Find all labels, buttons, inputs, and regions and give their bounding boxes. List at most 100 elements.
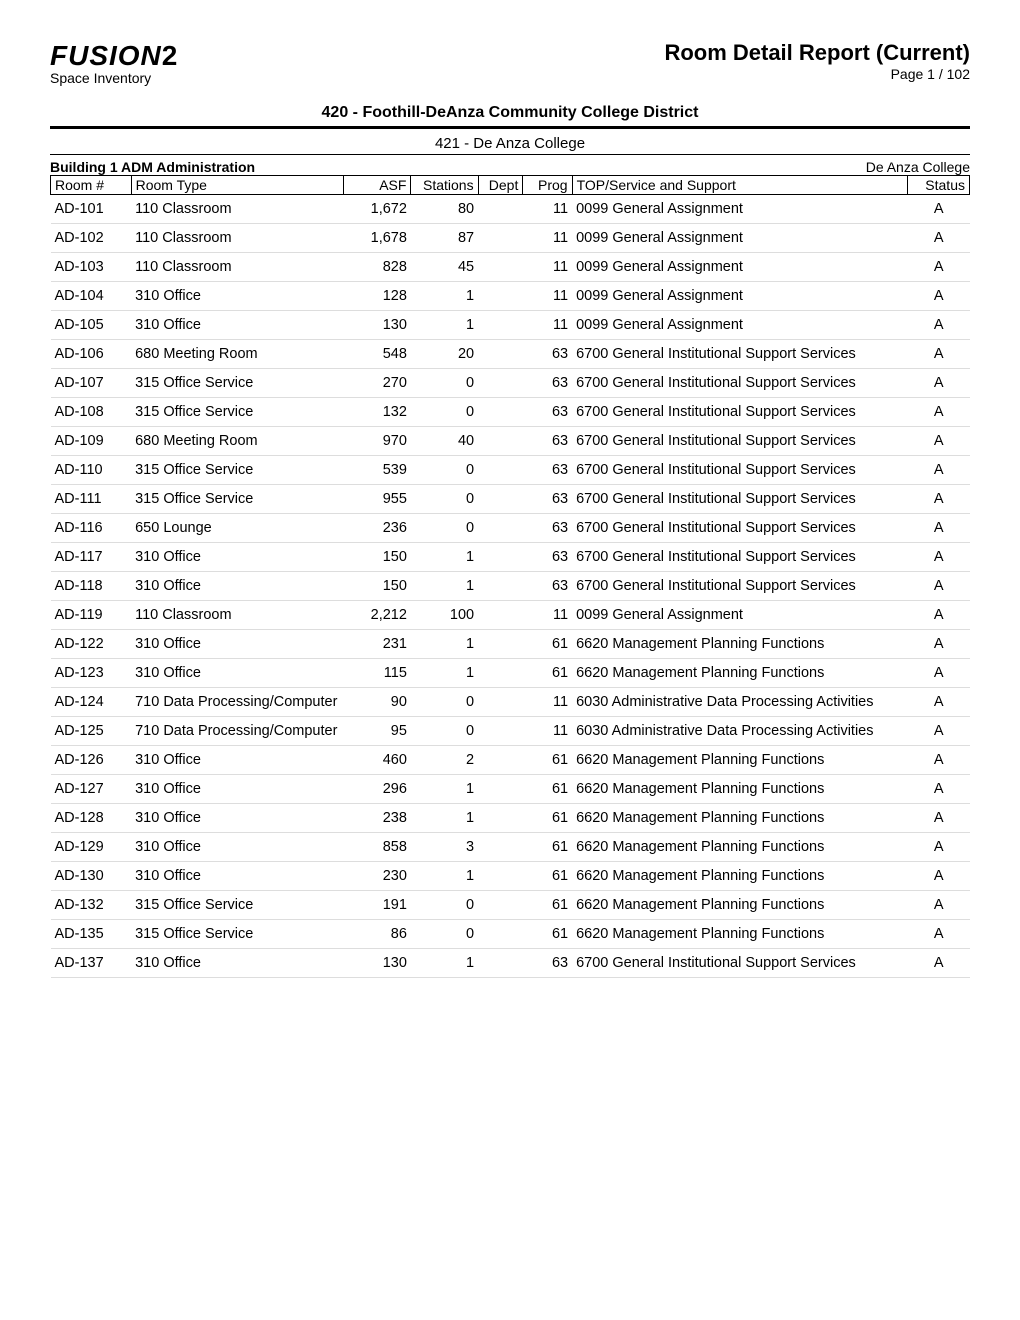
table-row: AD-107315 Office Service2700636700 Gener… — [51, 369, 970, 398]
cell-asf: 95 — [344, 717, 411, 746]
cell-room: AD-129 — [51, 833, 132, 862]
cell-top: 6700 General Institutional Support Servi… — [572, 369, 908, 398]
cell-top: 6700 General Institutional Support Servi… — [572, 398, 908, 427]
cell-status: A — [908, 427, 970, 456]
room-table: Room # Room Type ASF Stations Dept Prog … — [50, 175, 970, 978]
cell-asf: 548 — [344, 340, 411, 369]
cell-type: 315 Office Service — [131, 891, 344, 920]
cell-room: AD-128 — [51, 804, 132, 833]
cell-top: 6620 Management Planning Functions — [572, 891, 908, 920]
table-row: AD-108315 Office Service1320636700 Gener… — [51, 398, 970, 427]
cell-prog: 63 — [523, 514, 572, 543]
cell-prog: 11 — [523, 195, 572, 224]
cell-dept — [478, 427, 523, 456]
cell-type: 310 Office — [131, 572, 344, 601]
cell-stations: 1 — [411, 804, 478, 833]
th-type: Room Type — [131, 176, 344, 195]
cell-top: 0099 General Assignment — [572, 253, 908, 282]
cell-type: 315 Office Service — [131, 485, 344, 514]
cell-type: 310 Office — [131, 775, 344, 804]
cell-prog: 63 — [523, 949, 572, 978]
cell-asf: 460 — [344, 746, 411, 775]
cell-type: 315 Office Service — [131, 369, 344, 398]
cell-prog: 61 — [523, 746, 572, 775]
cell-dept — [478, 630, 523, 659]
cell-status: A — [908, 282, 970, 311]
cell-asf: 128 — [344, 282, 411, 311]
table-body: AD-101110 Classroom1,67280110099 General… — [51, 195, 970, 978]
cell-dept — [478, 514, 523, 543]
cell-prog: 63 — [523, 572, 572, 601]
cell-prog: 11 — [523, 717, 572, 746]
cell-stations: 87 — [411, 224, 478, 253]
cell-prog: 61 — [523, 804, 572, 833]
cell-asf: 828 — [344, 253, 411, 282]
table-row: AD-109680 Meeting Room97040636700 Genera… — [51, 427, 970, 456]
cell-status: A — [908, 485, 970, 514]
cell-dept — [478, 224, 523, 253]
cell-stations: 0 — [411, 485, 478, 514]
cell-status: A — [908, 369, 970, 398]
cell-dept — [478, 398, 523, 427]
cell-status: A — [908, 630, 970, 659]
cell-top: 6700 General Institutional Support Servi… — [572, 427, 908, 456]
cell-prog: 61 — [523, 659, 572, 688]
cell-asf: 130 — [344, 311, 411, 340]
cell-dept — [478, 572, 523, 601]
cell-type: 110 Classroom — [131, 601, 344, 630]
cell-room: AD-119 — [51, 601, 132, 630]
cell-status: A — [908, 572, 970, 601]
cell-top: 6700 General Institutional Support Servi… — [572, 949, 908, 978]
cell-dept — [478, 659, 523, 688]
table-row: AD-102110 Classroom1,67887110099 General… — [51, 224, 970, 253]
cell-top: 0099 General Assignment — [572, 195, 908, 224]
cell-top: 6030 Administrative Data Processing Acti… — [572, 717, 908, 746]
table-row: AD-128310 Office2381616620 Management Pl… — [51, 804, 970, 833]
cell-status: A — [908, 746, 970, 775]
cell-stations: 1 — [411, 862, 478, 891]
cell-room: AD-104 — [51, 282, 132, 311]
cell-asf: 130 — [344, 949, 411, 978]
cell-dept — [478, 456, 523, 485]
cell-room: AD-103 — [51, 253, 132, 282]
cell-asf: 150 — [344, 543, 411, 572]
th-dept: Dept — [478, 176, 523, 195]
table-row: AD-124710 Data Processing/Computer900116… — [51, 688, 970, 717]
logo-subtitle: Space Inventory — [50, 70, 178, 86]
table-row: AD-117310 Office1501636700 General Insti… — [51, 543, 970, 572]
cell-status: A — [908, 804, 970, 833]
cell-prog: 61 — [523, 775, 572, 804]
cell-prog: 63 — [523, 340, 572, 369]
table-row: AD-129310 Office8583616620 Management Pl… — [51, 833, 970, 862]
table-row: AD-132315 Office Service1910616620 Manag… — [51, 891, 970, 920]
cell-dept — [478, 804, 523, 833]
cell-room: AD-105 — [51, 311, 132, 340]
building-left: Building 1 ADM Administration — [50, 159, 255, 175]
cell-type: 710 Data Processing/Computer — [131, 688, 344, 717]
th-asf: ASF — [344, 176, 411, 195]
cell-top: 6700 General Institutional Support Servi… — [572, 485, 908, 514]
cell-type: 110 Classroom — [131, 253, 344, 282]
cell-top: 6030 Administrative Data Processing Acti… — [572, 688, 908, 717]
cell-top: 6700 General Institutional Support Servi… — [572, 514, 908, 543]
cell-dept — [478, 746, 523, 775]
cell-asf: 231 — [344, 630, 411, 659]
cell-top: 6620 Management Planning Functions — [572, 920, 908, 949]
cell-asf: 858 — [344, 833, 411, 862]
cell-type: 315 Office Service — [131, 398, 344, 427]
cell-status: A — [908, 311, 970, 340]
cell-prog: 61 — [523, 630, 572, 659]
cell-asf: 236 — [344, 514, 411, 543]
cell-prog: 63 — [523, 369, 572, 398]
cell-stations: 0 — [411, 369, 478, 398]
cell-status: A — [908, 862, 970, 891]
report-title-block: Room Detail Report (Current) Page 1 / 10… — [664, 40, 970, 82]
cell-asf: 230 — [344, 862, 411, 891]
cell-type: 310 Office — [131, 804, 344, 833]
cell-status: A — [908, 398, 970, 427]
cell-dept — [478, 369, 523, 398]
table-row: AD-105310 Office1301110099 General Assig… — [51, 311, 970, 340]
cell-top: 6620 Management Planning Functions — [572, 659, 908, 688]
table-row: AD-127310 Office2961616620 Management Pl… — [51, 775, 970, 804]
cell-type: 310 Office — [131, 862, 344, 891]
